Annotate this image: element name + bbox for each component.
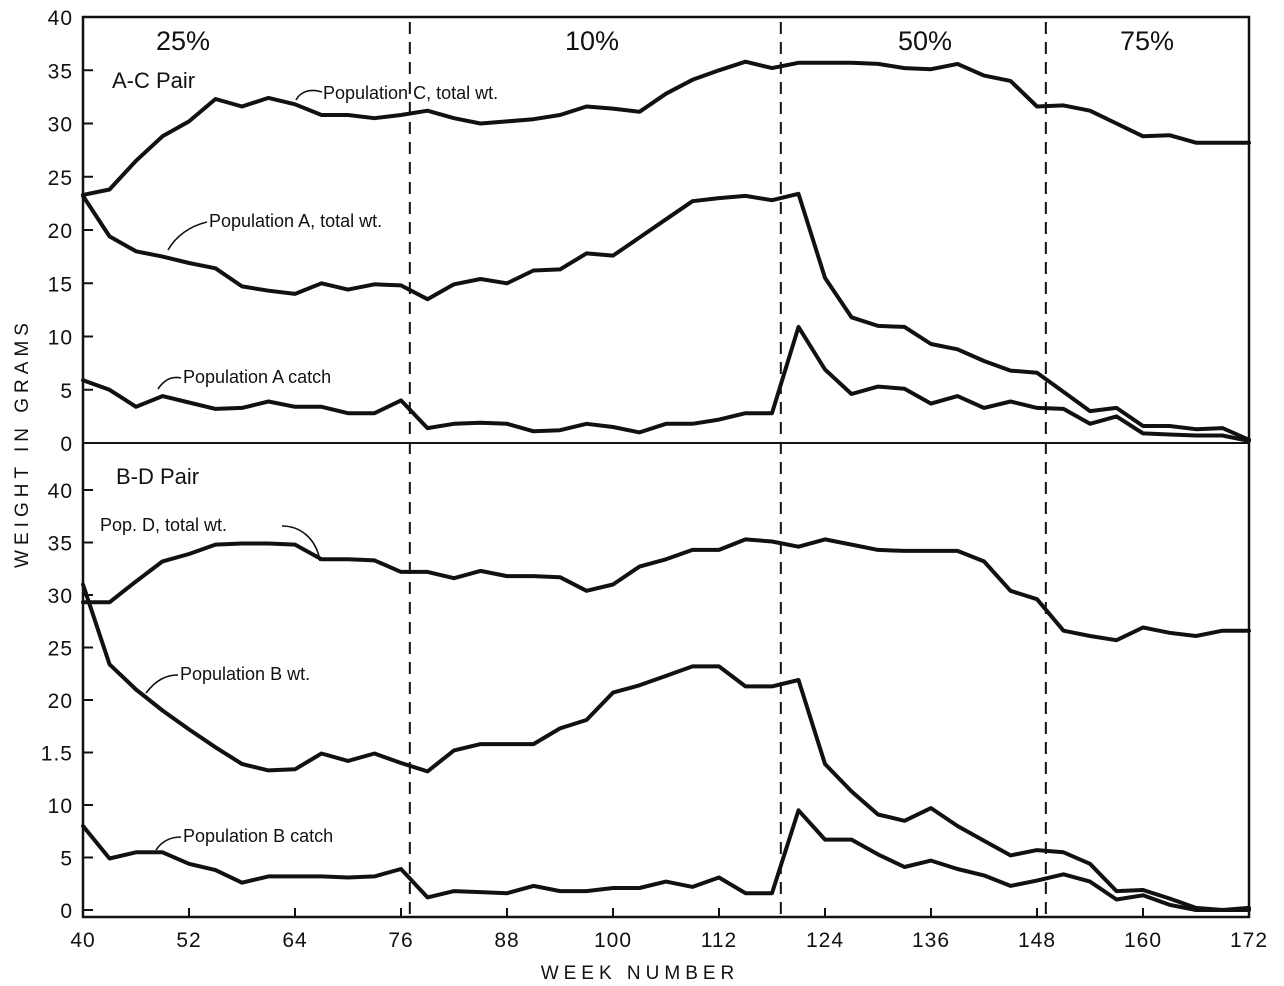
arrow-population-a <box>167 221 208 251</box>
series-line-ac-1 <box>81 191 1251 442</box>
y-tick-label: 20 <box>48 220 73 243</box>
annotation-population-b-catch: Population B catch <box>183 826 333 846</box>
x-tick-label: 88 <box>494 929 519 952</box>
arrow-pop-d <box>281 525 321 562</box>
series-layer <box>81 59 1251 912</box>
y-tick-label: 25 <box>48 638 73 661</box>
y-tick-label: 25 <box>48 167 73 190</box>
annotation-arrows <box>145 89 323 851</box>
series-line-bd-0 <box>81 537 1251 643</box>
annotation-population-c: Population C, total wt. <box>323 83 498 103</box>
tick-marks <box>82 16 1250 917</box>
y-tick-label: 15 <box>48 273 73 296</box>
x-tick-label: 136 <box>912 929 950 952</box>
series-line-ac-2 <box>81 324 1251 443</box>
arrow-population-c <box>295 89 323 101</box>
x-tick-label: 148 <box>1018 929 1056 952</box>
x-tick-label: 40 <box>70 929 95 952</box>
phase-label-10: 10% <box>565 26 619 56</box>
x-tick-label: 160 <box>1124 929 1162 952</box>
arrow-population-b <box>145 674 179 694</box>
y-tick-label: 1.5 <box>41 743 73 766</box>
tick-labels: 40 52 64 76 88 100 112 124 136 148 160 172403530252… <box>41 7 1268 952</box>
panel-title-bd: B-D Pair <box>116 464 199 489</box>
x-tick-label: 64 <box>282 929 307 952</box>
y-tick-label: 5 <box>60 848 73 871</box>
y-tick-label: 30 <box>48 585 73 608</box>
x-tick-label: 112 <box>701 929 737 952</box>
annotation-pop-d: Pop. D, total wt. <box>100 515 227 535</box>
y-tick-label: 10 <box>48 795 73 818</box>
x-tick-label: 100 <box>594 929 632 952</box>
phase-label-50: 50% <box>898 26 952 56</box>
y-tick-label: 0 <box>60 433 73 456</box>
y-tick-label: 40 <box>48 7 73 30</box>
y-tick-label: 35 <box>48 60 73 83</box>
y-axis-label: WEIGHT IN GRAMS <box>12 318 33 568</box>
panel-title-ac: A-C Pair <box>112 68 195 93</box>
x-axis-label: WEEK NUMBER <box>541 963 740 984</box>
annotation-population-b: Population B wt. <box>180 664 310 684</box>
series-line-bd-2 <box>81 808 1251 912</box>
y-tick-label: 10 <box>48 327 73 350</box>
phase-boundaries <box>408 22 1047 915</box>
y-tick-label: 35 <box>48 533 73 556</box>
arrow-population-a-catch <box>157 376 182 390</box>
y-tick-label: 20 <box>48 690 73 713</box>
x-tick-label: 124 <box>806 929 844 952</box>
x-tick-label: 172 <box>1230 929 1268 952</box>
y-tick-label: 0 <box>60 900 73 923</box>
x-tick-label: 52 <box>176 929 201 952</box>
annotation-population-a: Population A, total wt. <box>209 211 382 231</box>
annotation-population-a-catch: Population A catch <box>183 367 331 387</box>
phase-label-75: 75% <box>1120 26 1174 56</box>
x-tick-label: 76 <box>388 929 413 952</box>
series-line-ac-0 <box>81 59 1251 197</box>
plot-frame <box>81 15 1251 919</box>
arrow-population-b-catch <box>155 836 182 851</box>
phase-label-25: 25% <box>156 26 210 56</box>
series-line-bd-1 <box>81 582 1251 912</box>
y-tick-label: 30 <box>48 114 73 137</box>
y-tick-label: 5 <box>60 380 73 403</box>
y-tick-label: 40 <box>48 480 73 503</box>
